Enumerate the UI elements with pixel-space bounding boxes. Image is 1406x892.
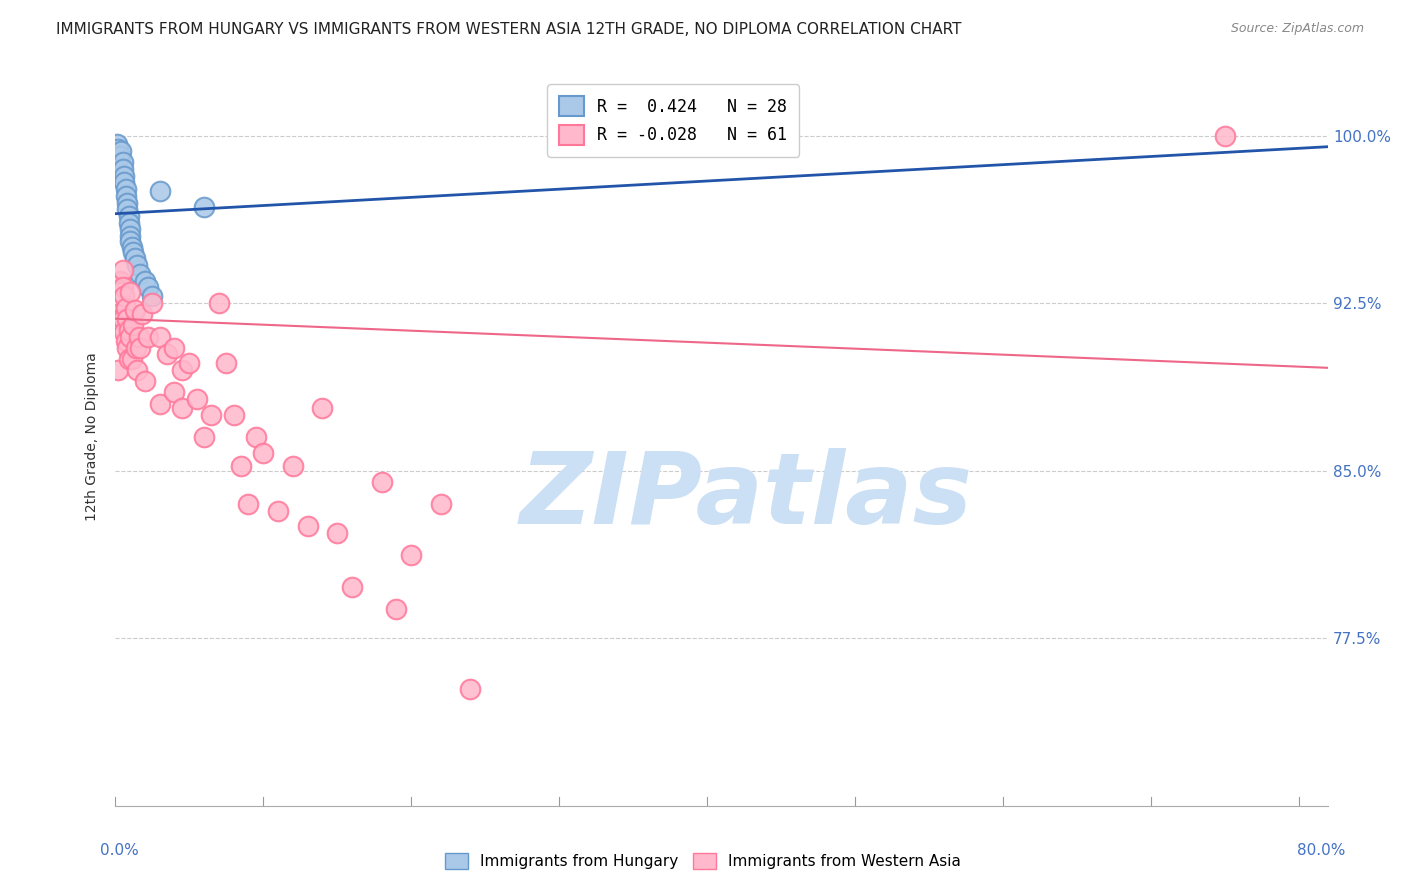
Point xyxy=(141,289,163,303)
Point xyxy=(115,195,138,210)
Point xyxy=(215,356,238,370)
Point xyxy=(200,408,222,422)
Point xyxy=(120,234,142,248)
Point xyxy=(112,176,135,190)
Point xyxy=(267,504,290,518)
Point xyxy=(111,155,134,169)
Point xyxy=(186,392,208,406)
Point xyxy=(108,311,131,326)
Point xyxy=(107,307,129,321)
Point xyxy=(108,148,131,162)
Point xyxy=(149,396,172,410)
Point xyxy=(117,209,139,223)
Point xyxy=(115,202,138,217)
Point xyxy=(385,602,408,616)
Legend: Immigrants from Hungary, Immigrants from Western Asia: Immigrants from Hungary, Immigrants from… xyxy=(439,847,967,875)
Point xyxy=(112,325,135,339)
Point xyxy=(127,258,149,272)
Point xyxy=(117,351,139,366)
Point xyxy=(193,200,215,214)
Point xyxy=(129,341,152,355)
Point xyxy=(122,318,145,333)
Point xyxy=(121,351,143,366)
Point xyxy=(179,356,201,370)
Point xyxy=(121,240,143,254)
Point xyxy=(156,347,179,361)
Point xyxy=(429,497,451,511)
Point xyxy=(111,262,134,277)
Point xyxy=(105,318,128,333)
Point xyxy=(370,475,392,489)
Text: Source: ZipAtlas.com: Source: ZipAtlas.com xyxy=(1230,22,1364,36)
Point xyxy=(114,301,136,315)
Point xyxy=(110,144,132,158)
Point xyxy=(149,185,172,199)
Point xyxy=(124,302,146,317)
Point xyxy=(127,363,149,377)
Point xyxy=(170,363,193,377)
Point xyxy=(120,229,142,244)
Point xyxy=(136,280,159,294)
Point xyxy=(229,459,252,474)
Point xyxy=(120,329,142,343)
Text: 0.0%: 0.0% xyxy=(100,843,139,858)
Point xyxy=(131,307,153,321)
Point xyxy=(238,497,260,511)
Point xyxy=(114,334,136,348)
Legend: R =  0.424   N = 28, R = -0.028   N = 61: R = 0.424 N = 28, R = -0.028 N = 61 xyxy=(547,84,799,157)
Point xyxy=(170,401,193,415)
Point xyxy=(117,323,139,337)
Point xyxy=(120,285,142,299)
Point xyxy=(193,430,215,444)
Text: ZIPatlas: ZIPatlas xyxy=(519,448,973,544)
Point xyxy=(107,142,129,156)
Point xyxy=(129,267,152,281)
Point xyxy=(297,519,319,533)
Point xyxy=(208,296,231,310)
Point xyxy=(115,311,138,326)
Point xyxy=(399,549,422,563)
Point xyxy=(340,580,363,594)
Point xyxy=(117,216,139,230)
Point xyxy=(105,137,128,152)
Point xyxy=(108,274,131,288)
Point xyxy=(245,430,267,444)
Point xyxy=(128,329,150,343)
Point xyxy=(149,329,172,343)
Point xyxy=(136,329,159,343)
Point xyxy=(725,128,748,143)
Point xyxy=(326,526,349,541)
Point xyxy=(222,408,245,422)
Point xyxy=(311,401,333,415)
Text: 80.0%: 80.0% xyxy=(1298,843,1346,858)
Point xyxy=(111,162,134,177)
Point xyxy=(281,459,304,474)
Point xyxy=(163,385,186,400)
Point xyxy=(111,311,134,326)
Point xyxy=(111,280,134,294)
Point xyxy=(458,682,481,697)
Point xyxy=(114,189,136,203)
Point xyxy=(122,244,145,259)
Point xyxy=(141,296,163,310)
Point xyxy=(114,182,136,196)
Text: IMMIGRANTS FROM HUNGARY VS IMMIGRANTS FROM WESTERN ASIA 12TH GRADE, NO DIPLOMA C: IMMIGRANTS FROM HUNGARY VS IMMIGRANTS FR… xyxy=(56,22,962,37)
Point xyxy=(110,285,132,299)
Point xyxy=(107,363,129,377)
Point xyxy=(252,446,274,460)
Point xyxy=(1213,128,1236,143)
Point xyxy=(125,341,148,355)
Point xyxy=(115,341,138,355)
Point xyxy=(134,374,156,388)
Y-axis label: 12th Grade, No Diploma: 12th Grade, No Diploma xyxy=(86,352,100,522)
Point xyxy=(120,222,142,236)
Point xyxy=(134,274,156,288)
Point xyxy=(163,341,186,355)
Point xyxy=(112,289,135,303)
Point xyxy=(110,318,132,333)
Point xyxy=(124,252,146,266)
Point xyxy=(112,169,135,183)
